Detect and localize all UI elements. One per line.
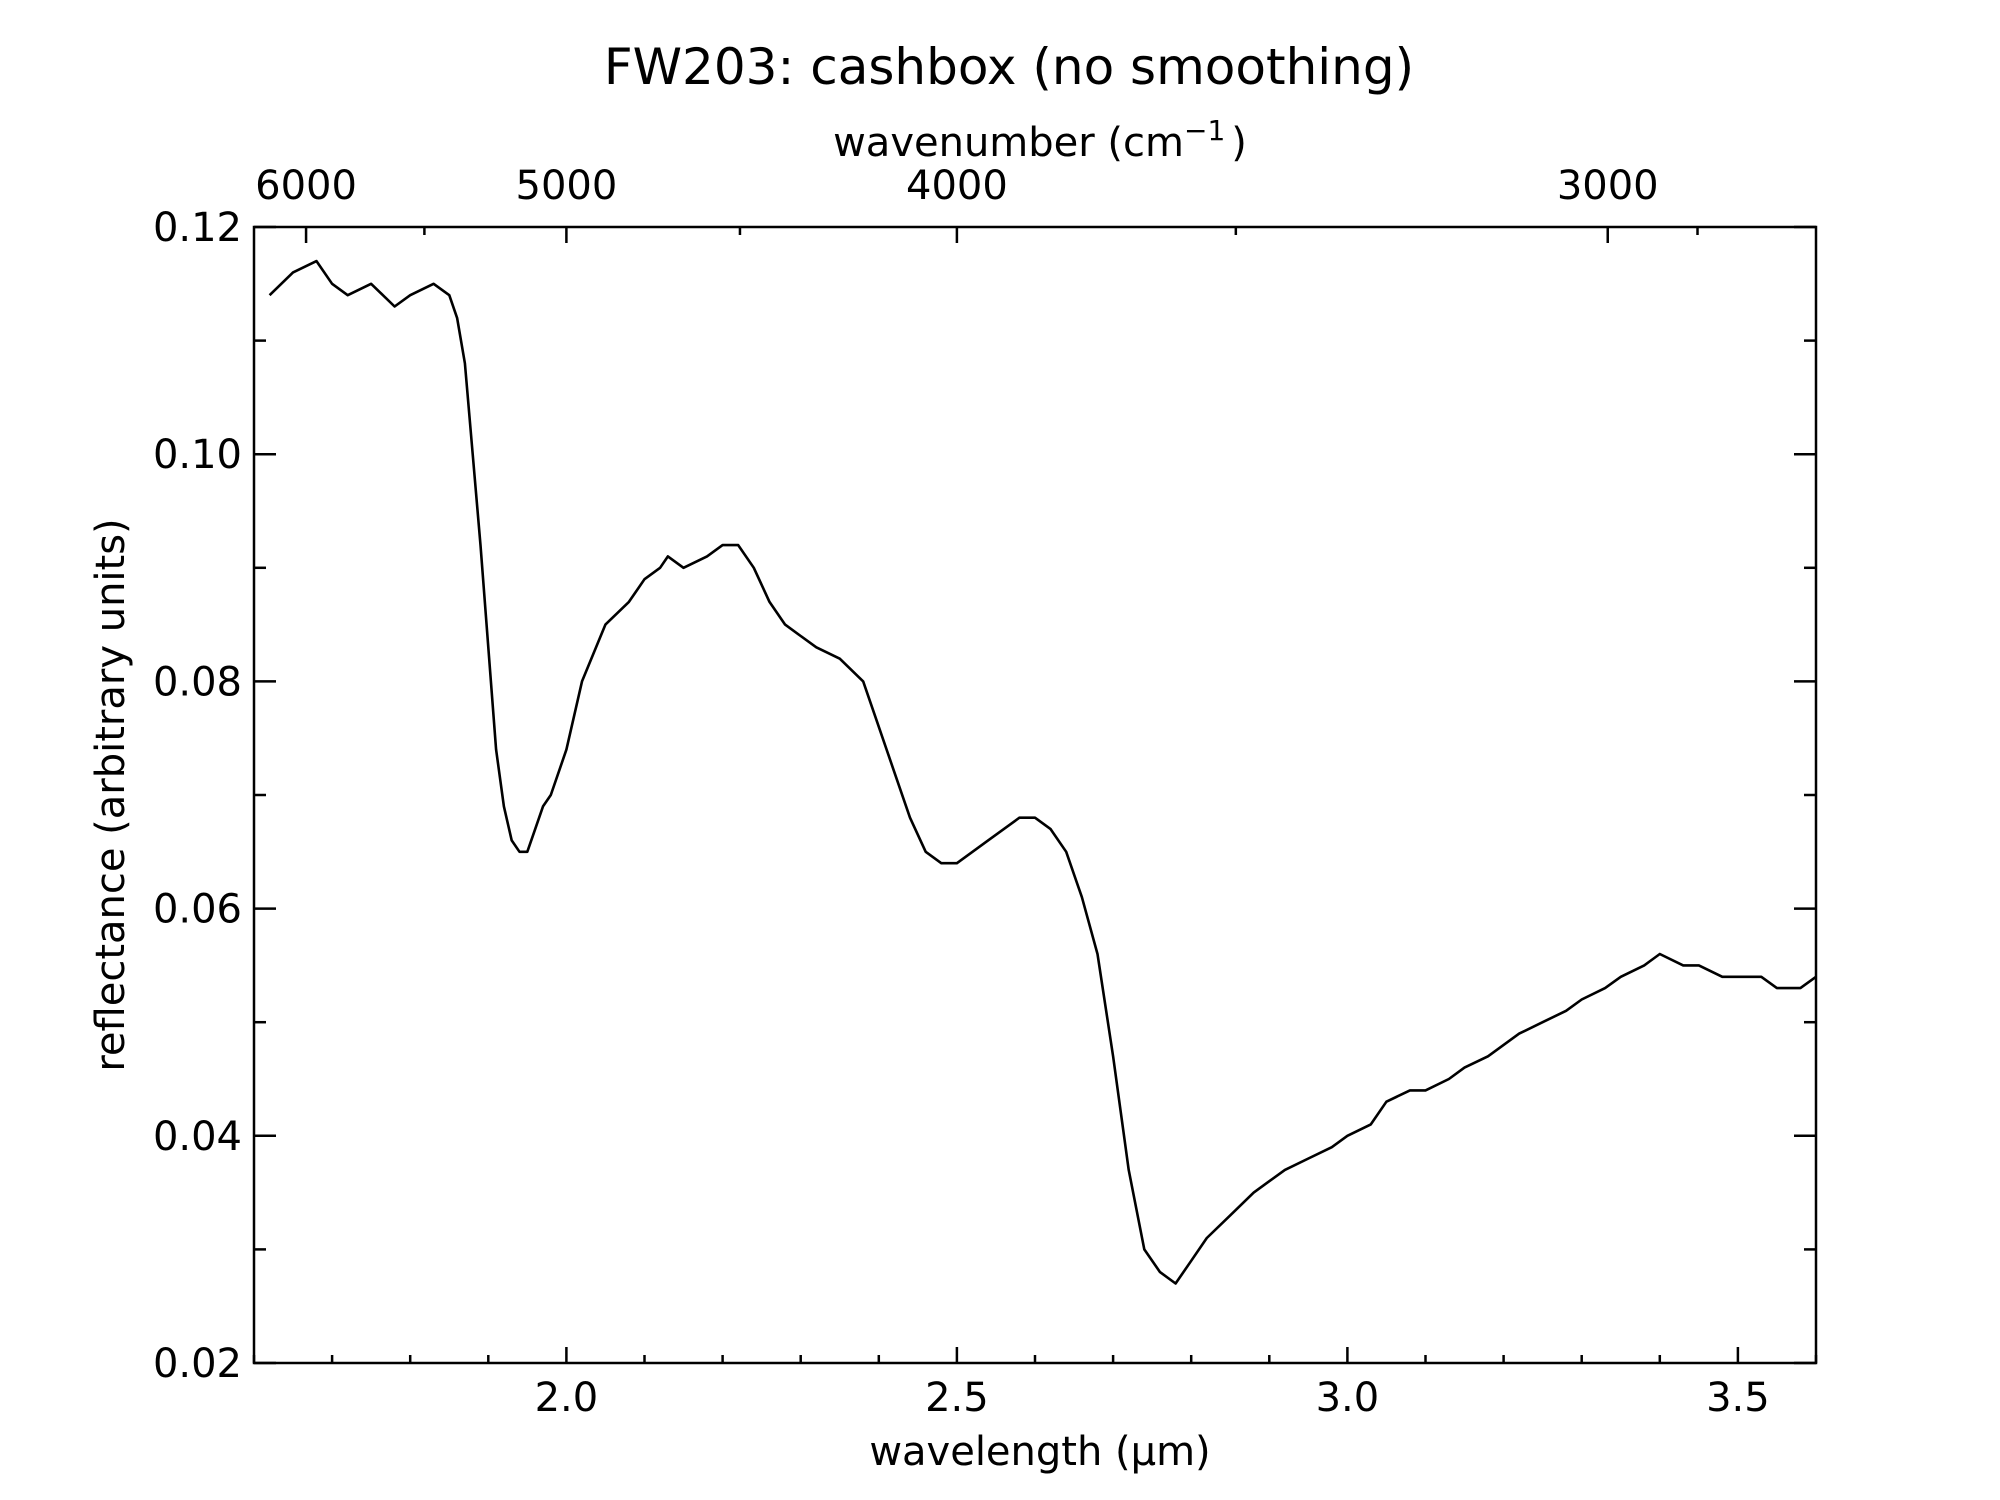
top-axis-label-exponent: −1 xyxy=(1184,114,1225,147)
top-axis-label: wavenumber (cm−1) xyxy=(833,114,1247,166)
plot-frame xyxy=(252,225,1818,1365)
y-axis-label: reflectance (arbitrary units) xyxy=(88,518,134,1071)
y-tick-label: 0.02 xyxy=(153,1341,242,1387)
y-tick-label: 0.08 xyxy=(153,659,242,705)
chart-title: FW203: cashbox (no smoothing) xyxy=(604,38,1414,96)
top-axis-label-text: wavenumber (cm xyxy=(833,120,1184,166)
axis-tick-labels: 2.0 2.5 3.0 3.5 6000 5000 4000 3000 0.02 0.04 0.06… xyxy=(153,163,1770,1421)
x2-tick-label: 5000 xyxy=(516,163,618,209)
y-tick-label: 0.12 xyxy=(153,205,242,251)
x-axis-label: wavelength (μm) xyxy=(869,1429,1210,1475)
series-line xyxy=(268,259,1817,1285)
x-tick-label: 2.5 xyxy=(925,1375,989,1421)
y-tick-label: 0.04 xyxy=(153,1114,242,1160)
x2-tick-label: 3000 xyxy=(1557,163,1659,209)
top-axis-label-close: ) xyxy=(1231,120,1247,166)
x-tick-label: 2.0 xyxy=(535,1375,599,1421)
y-tick-label: 0.06 xyxy=(153,887,242,933)
x-tick-label: 3.5 xyxy=(1706,1375,1770,1421)
x2-tick-label: 6000 xyxy=(255,163,357,209)
x-tick-label: 3.0 xyxy=(1316,1375,1380,1421)
y-tick-label: 0.10 xyxy=(153,432,242,478)
x2-tick-label: 4000 xyxy=(906,163,1008,209)
